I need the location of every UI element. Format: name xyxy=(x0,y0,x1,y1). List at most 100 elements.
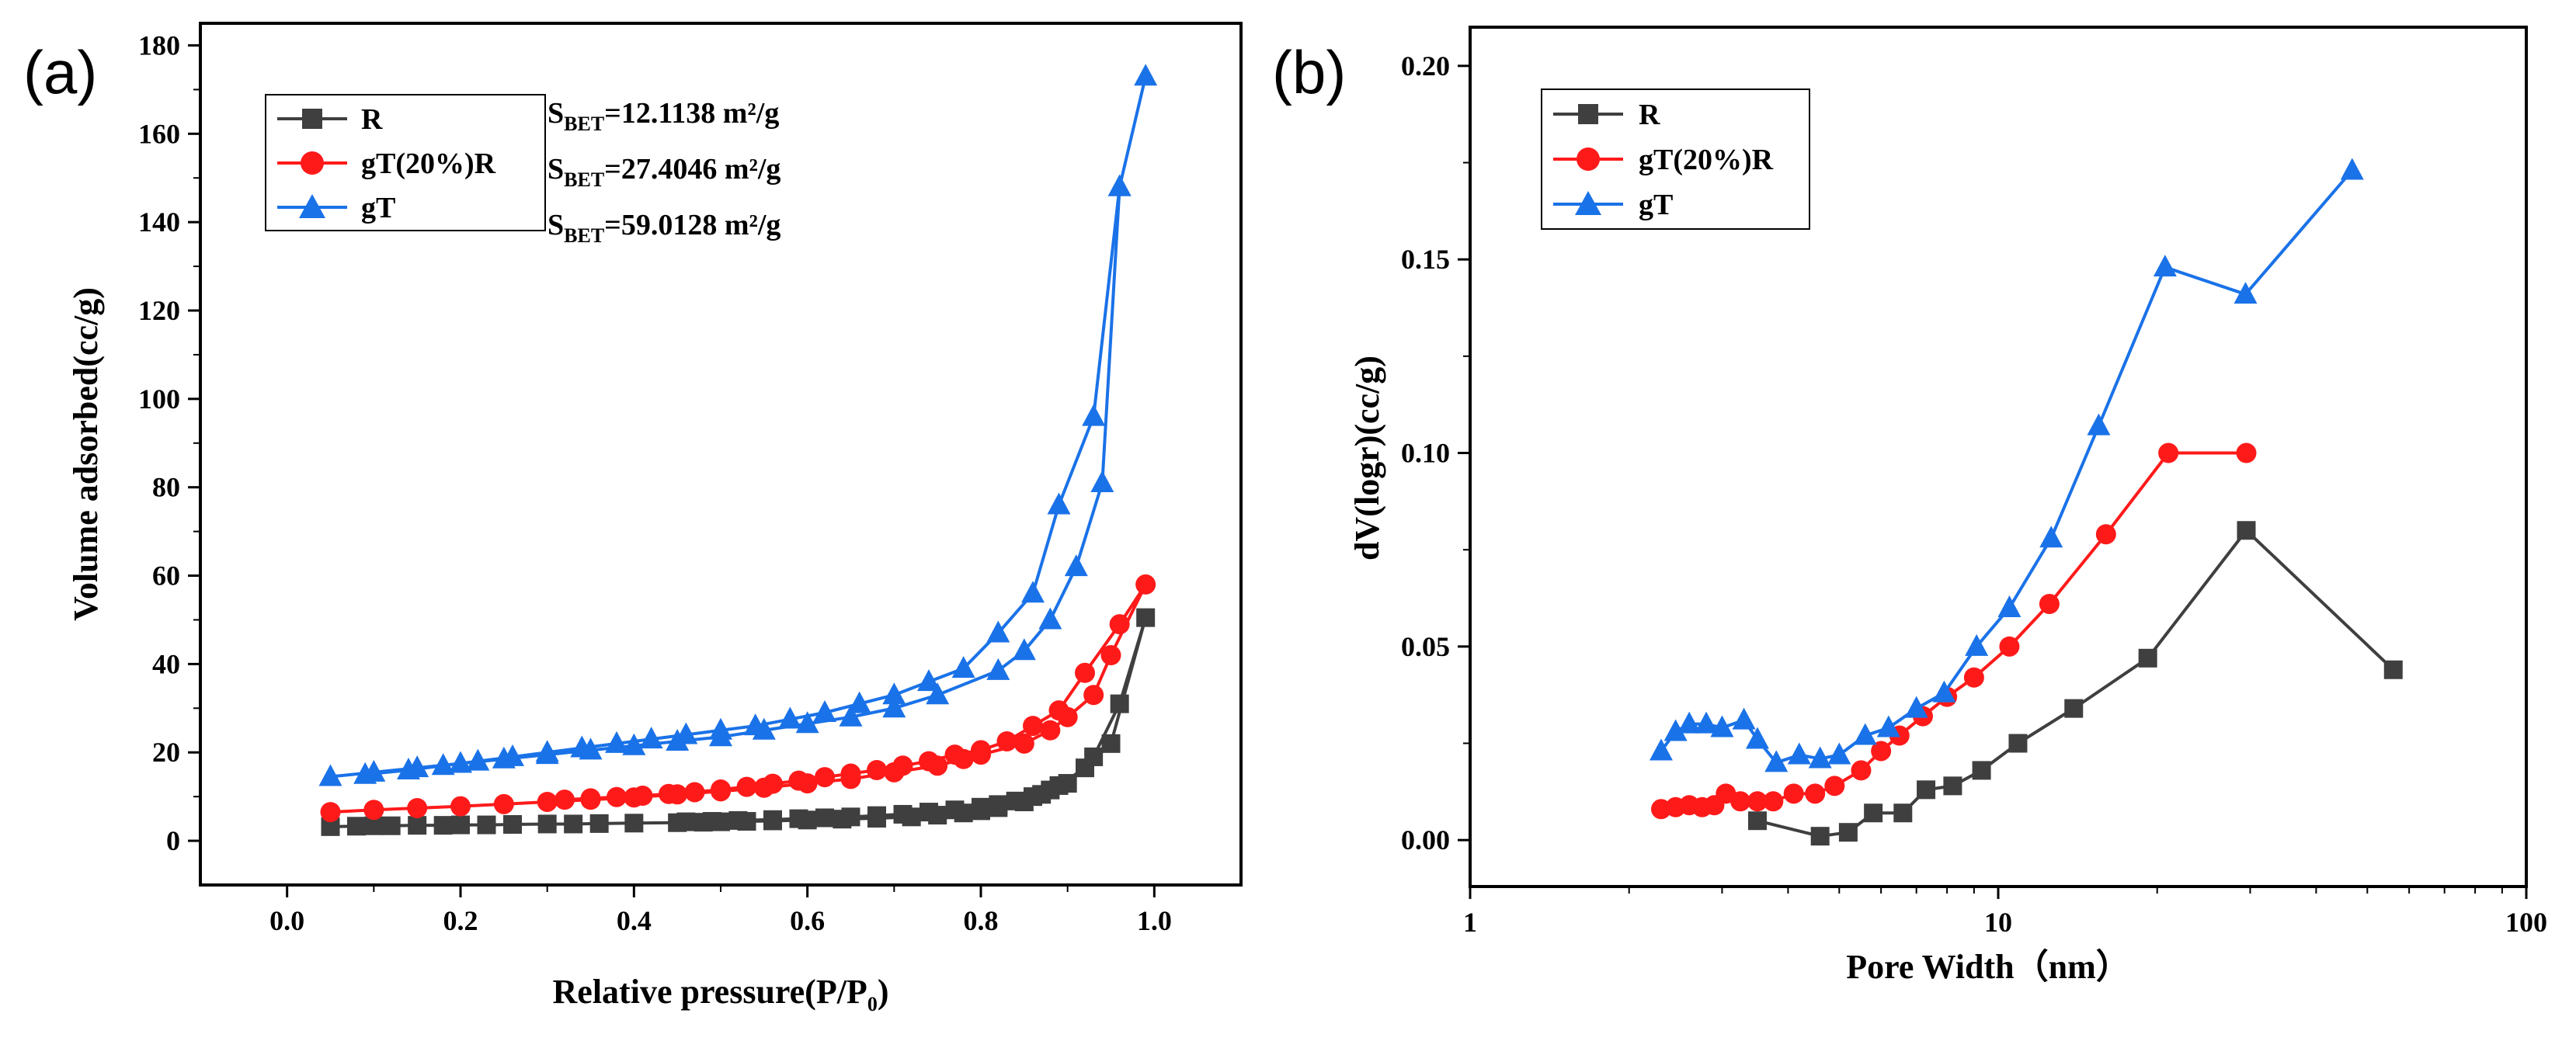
panel-b-point-gt xyxy=(2039,526,2063,548)
panel-a-point-r xyxy=(564,814,583,834)
panel-b-point-gt xyxy=(1932,680,1956,703)
panel-a-x-tick-label: 0.6 xyxy=(790,905,825,936)
panel-b-point-gt xyxy=(2153,255,2177,277)
panel-a-point-r xyxy=(789,809,808,828)
legend-a-label-r: R xyxy=(361,103,383,136)
panel-b-point-r xyxy=(2064,699,2084,718)
panel-a-point-r xyxy=(624,814,644,833)
panel-a-point-gt xyxy=(466,748,490,771)
legend-b-label-gt: gT xyxy=(1639,189,1673,221)
panel-b-series-line-r xyxy=(1757,529,2395,838)
panel-a-point-r xyxy=(1084,747,1104,766)
panel-a-point-r xyxy=(945,800,965,820)
panel-a-y-axis-label: Volume adsorbed(cc/g) xyxy=(67,287,105,621)
panel-b-point-gt xyxy=(1997,595,2022,617)
panel-a-point-gt xyxy=(1090,470,1114,492)
panel-a-point-r xyxy=(589,814,609,833)
panel-b-point-r xyxy=(1747,811,1767,831)
panel-a-label: (a) xyxy=(23,38,97,106)
panel-a-point-gt xyxy=(882,696,906,718)
panel-b-point-r xyxy=(2383,660,2403,679)
legend-a-marker-r xyxy=(302,109,322,129)
panel-b-point-gt xyxy=(1827,742,1851,765)
panel-a-x-tick-label: 1.0 xyxy=(1137,905,1172,936)
bet-annotation-gt: SBET=59.0128 m²/g xyxy=(548,209,780,247)
panel-b-point-gt xyxy=(1853,723,1877,745)
panel-a-y-tick-label: 100 xyxy=(138,383,180,415)
panel-b-point-gt xyxy=(1663,719,1688,741)
panel-a-y-tick-label: 0 xyxy=(166,825,180,856)
panel-a-point-r xyxy=(1110,694,1129,713)
panel-a-point-gt20r xyxy=(659,783,679,804)
panel-a-point-gt20r xyxy=(363,800,384,821)
panel-b-y-tick-label: 0.00 xyxy=(1401,824,1450,855)
legend-b-marker-gt xyxy=(1575,191,1601,215)
legend-b-marker-r xyxy=(1578,104,1598,124)
panel-a-point-gt20r xyxy=(919,751,939,772)
panel-a-point-gt20r xyxy=(763,773,783,794)
panel-a-point-gt xyxy=(917,669,940,692)
panel-b-point-gt xyxy=(1732,707,1756,730)
panel-a-point-r xyxy=(893,804,913,824)
panel-b-point-gt20r xyxy=(1999,636,2020,657)
legend-a-label-gt: gT xyxy=(361,192,395,224)
panel-b-point-gt xyxy=(2340,158,2364,180)
panel-b-point-gt20r xyxy=(2039,593,2060,614)
panel-a-x-axis-label: Relative pressure(P/P0) xyxy=(553,973,889,1015)
panel-a-point-r xyxy=(537,814,557,834)
legend-b-label-gt20r: gT(20%)R xyxy=(1639,144,1774,176)
panel-a-x-tick-label: 0.2 xyxy=(443,905,478,936)
panel-a-point-r xyxy=(867,806,886,825)
panel-a-point-gt20r xyxy=(580,788,601,809)
panel-a-point-gt20r xyxy=(1135,574,1156,595)
panel-a-point-r xyxy=(1024,787,1042,807)
panel-a-point-gt20r xyxy=(320,802,341,823)
panel-b-y-tick-label: 0.05 xyxy=(1401,631,1450,662)
panel-a-point-r xyxy=(1136,608,1156,627)
panel-a-point-gt20r xyxy=(867,760,887,780)
panel-a-point-gt xyxy=(951,656,975,678)
panel-a-point-gt20r xyxy=(450,796,471,817)
panel-a-point-gt xyxy=(397,758,420,779)
panel-b-point-gt20r xyxy=(1851,760,1872,781)
panel-b-point-r xyxy=(1810,827,1830,846)
panel-a-point-gt xyxy=(622,733,646,755)
panel-a-point-r xyxy=(920,803,938,822)
panel-a-point-gt20r xyxy=(1013,733,1034,754)
panel-a-y-tick-label: 160 xyxy=(138,118,180,149)
panel-a-point-r xyxy=(728,810,748,830)
bet-annotation-gt20r: SBET=27.4046 m²/g xyxy=(548,153,780,191)
panel-a-point-gt xyxy=(926,682,950,705)
panel-a-point-gt xyxy=(639,727,663,749)
panel-a-point-gt xyxy=(1107,174,1132,196)
panel-b-point-r xyxy=(2138,648,2157,668)
panel-a-y-tick-label: 120 xyxy=(138,295,180,326)
panel-a-y-tick-label: 20 xyxy=(152,737,180,768)
panel-b-point-gt xyxy=(1965,633,1989,656)
panel-a-point-gt xyxy=(605,730,628,753)
panel-a-y-tick-label: 60 xyxy=(152,560,180,592)
panel-b-point-gt20r xyxy=(1871,741,1892,762)
panel-a-point-gt xyxy=(535,740,559,762)
panel-a-point-r xyxy=(451,815,470,835)
panel-a-point-gt20r xyxy=(1100,645,1121,665)
panel-a-point-gt20r xyxy=(1075,662,1095,683)
panel-b-series-line-gt20r xyxy=(1660,451,2247,811)
panel-a-point-gt20r xyxy=(788,770,809,791)
panel-a-point-r xyxy=(1041,780,1060,800)
panel-a-point-gt20r xyxy=(1048,700,1069,721)
panel-a-point-r xyxy=(1101,734,1121,753)
panel-b-point-gt xyxy=(2234,282,2258,304)
panel-b-point-gt xyxy=(1876,715,1900,737)
panel-a-point-gt xyxy=(709,717,732,740)
panel-b-point-gt xyxy=(1787,742,1811,765)
panel-a-point-r xyxy=(477,815,496,835)
panel-b-point-gt20r xyxy=(1963,667,1984,688)
panel-b-point-r xyxy=(1864,803,1883,823)
panel-a-point-r xyxy=(763,810,782,829)
panel-a-point-r xyxy=(347,817,366,836)
panel-a-point-gt xyxy=(986,658,1010,680)
panel-b-point-r xyxy=(1838,823,1858,842)
panel-a-x-tick-label: 0.8 xyxy=(964,905,999,936)
